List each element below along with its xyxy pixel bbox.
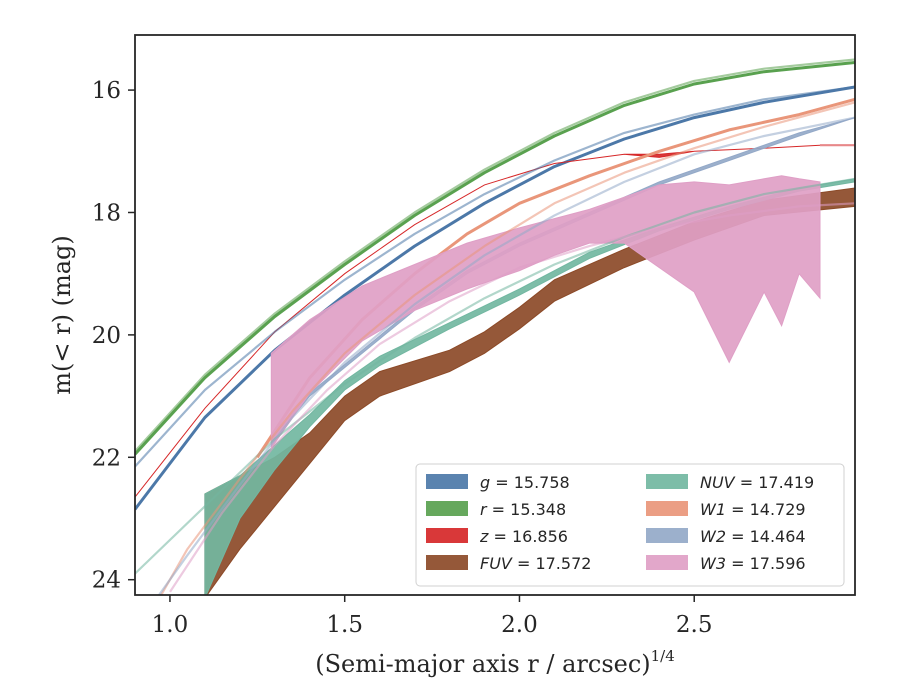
legend-series-name: r [480, 500, 488, 519]
legend-label: W3 = 17.596 [700, 554, 806, 573]
x-tick-label: 2.0 [501, 612, 538, 638]
legend-series-value: 15.348 [510, 500, 566, 519]
series-model-lines [135, 58, 855, 595]
legend-series-name: NUV [700, 473, 736, 492]
y-tick-label: 16 [92, 78, 121, 104]
legend-series-name: g [480, 473, 490, 492]
legend-item-z: z = 16.856 [426, 527, 568, 546]
model-line-r [135, 58, 855, 452]
legend-series-name: FUV [480, 554, 513, 573]
legend-series-value: 15.758 [514, 473, 570, 492]
series-bands [135, 61, 855, 595]
legend-equals: = [726, 554, 750, 573]
legend-label: g = 15.758 [480, 473, 570, 492]
y-axis-label: m(< r) (mag) [48, 235, 76, 394]
legend-swatch [426, 474, 468, 489]
legend-swatch [646, 501, 688, 516]
x-axis-label-exponent: 1/4 [651, 647, 675, 665]
legend-label: W2 = 14.464 [700, 527, 806, 546]
legend-series-value: 17.572 [535, 554, 591, 573]
legend-series-name: z [479, 527, 489, 546]
plot-frame [134, 34, 856, 596]
x-tick-label: 2.5 [676, 612, 713, 638]
profile-band-fuv [204, 187, 855, 595]
model-line-g [135, 85, 855, 468]
legend-series-value: 17.596 [750, 554, 806, 573]
x-tick-label: 1.0 [152, 612, 189, 638]
legend-item-r: r = 15.348 [426, 500, 566, 519]
legend-series-value: 14.729 [750, 500, 806, 519]
x-tick-label: 1.5 [326, 612, 363, 638]
legend: g = 15.758 r = 15.348 z = 16.856 FUV = 17.5… [415, 463, 845, 587]
legend-label: r = 15.348 [480, 500, 566, 519]
legend-swatch [426, 555, 468, 570]
legend-equals: = [726, 527, 750, 546]
profile-band-w3 [270, 175, 821, 450]
model-line-w3 [169, 202, 855, 593]
legend-equals: = [726, 500, 750, 519]
x-axis-ticks: 1.0 1.5 2.0 2.5 [152, 595, 713, 638]
legend-equals: = [487, 500, 511, 519]
legend-series-value: 17.419 [758, 473, 814, 492]
legend-equals: = [488, 527, 512, 546]
y-tick-label: 22 [92, 445, 121, 471]
legend-item-nuv: NUV = 17.419 [646, 473, 814, 492]
legend-equals: = [735, 473, 759, 492]
y-tick-label: 20 [92, 323, 121, 349]
legend-swatch [646, 528, 688, 543]
profile-band-nuv [204, 178, 855, 595]
legend-series-name: W1 [700, 500, 726, 519]
legend-item-g: g = 15.758 [426, 473, 570, 492]
legend-series-value: 14.464 [750, 527, 806, 546]
legend-item-w2: W2 = 14.464 [646, 527, 806, 546]
model-line-w1 [159, 101, 855, 595]
y-axis-ticks: 16 18 20 22 24 [92, 78, 135, 594]
y-tick-label: 24 [92, 568, 121, 594]
legend-label: W1 = 14.729 [700, 500, 806, 519]
legend-swatch [426, 528, 468, 543]
legend-series-value: 16.856 [512, 527, 568, 546]
legend-swatch [646, 474, 688, 489]
profile-r [135, 61, 855, 456]
legend-equals: = [490, 473, 514, 492]
profile-g [135, 85, 855, 511]
y-tick-label: 18 [92, 200, 121, 226]
legend-item-w1: W1 = 14.729 [646, 500, 806, 519]
legend-series-name: W2 [700, 527, 726, 546]
legend-item-w3: W3 = 17.596 [646, 554, 806, 573]
model-line-nuv [135, 177, 855, 575]
model-line-w2 [157, 116, 855, 595]
legend-label: z = 16.856 [479, 527, 568, 546]
legend-box [415, 463, 845, 587]
legend-swatch [646, 555, 688, 570]
legend-series-name: W3 [700, 554, 726, 573]
x-axis-label: (Semi-major axis r / arcsec)1/4 [315, 647, 675, 678]
legend-label: NUV = 17.419 [700, 473, 814, 492]
legend-equals: = [512, 554, 536, 573]
legend-label: FUV = 17.572 [480, 554, 591, 573]
legend-item-fuv: FUV = 17.572 [426, 554, 591, 573]
legend-swatch [426, 501, 468, 516]
